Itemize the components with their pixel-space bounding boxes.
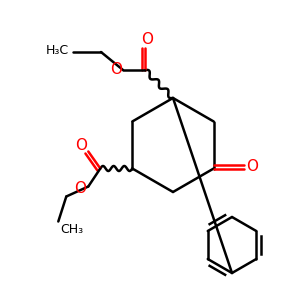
Text: O: O <box>141 32 153 47</box>
Text: CH₃: CH₃ <box>60 223 83 236</box>
Text: O: O <box>75 138 87 153</box>
Text: O: O <box>246 159 258 174</box>
Text: O: O <box>74 181 86 196</box>
Text: H₃C: H₃C <box>46 44 69 56</box>
Text: O: O <box>110 61 122 76</box>
